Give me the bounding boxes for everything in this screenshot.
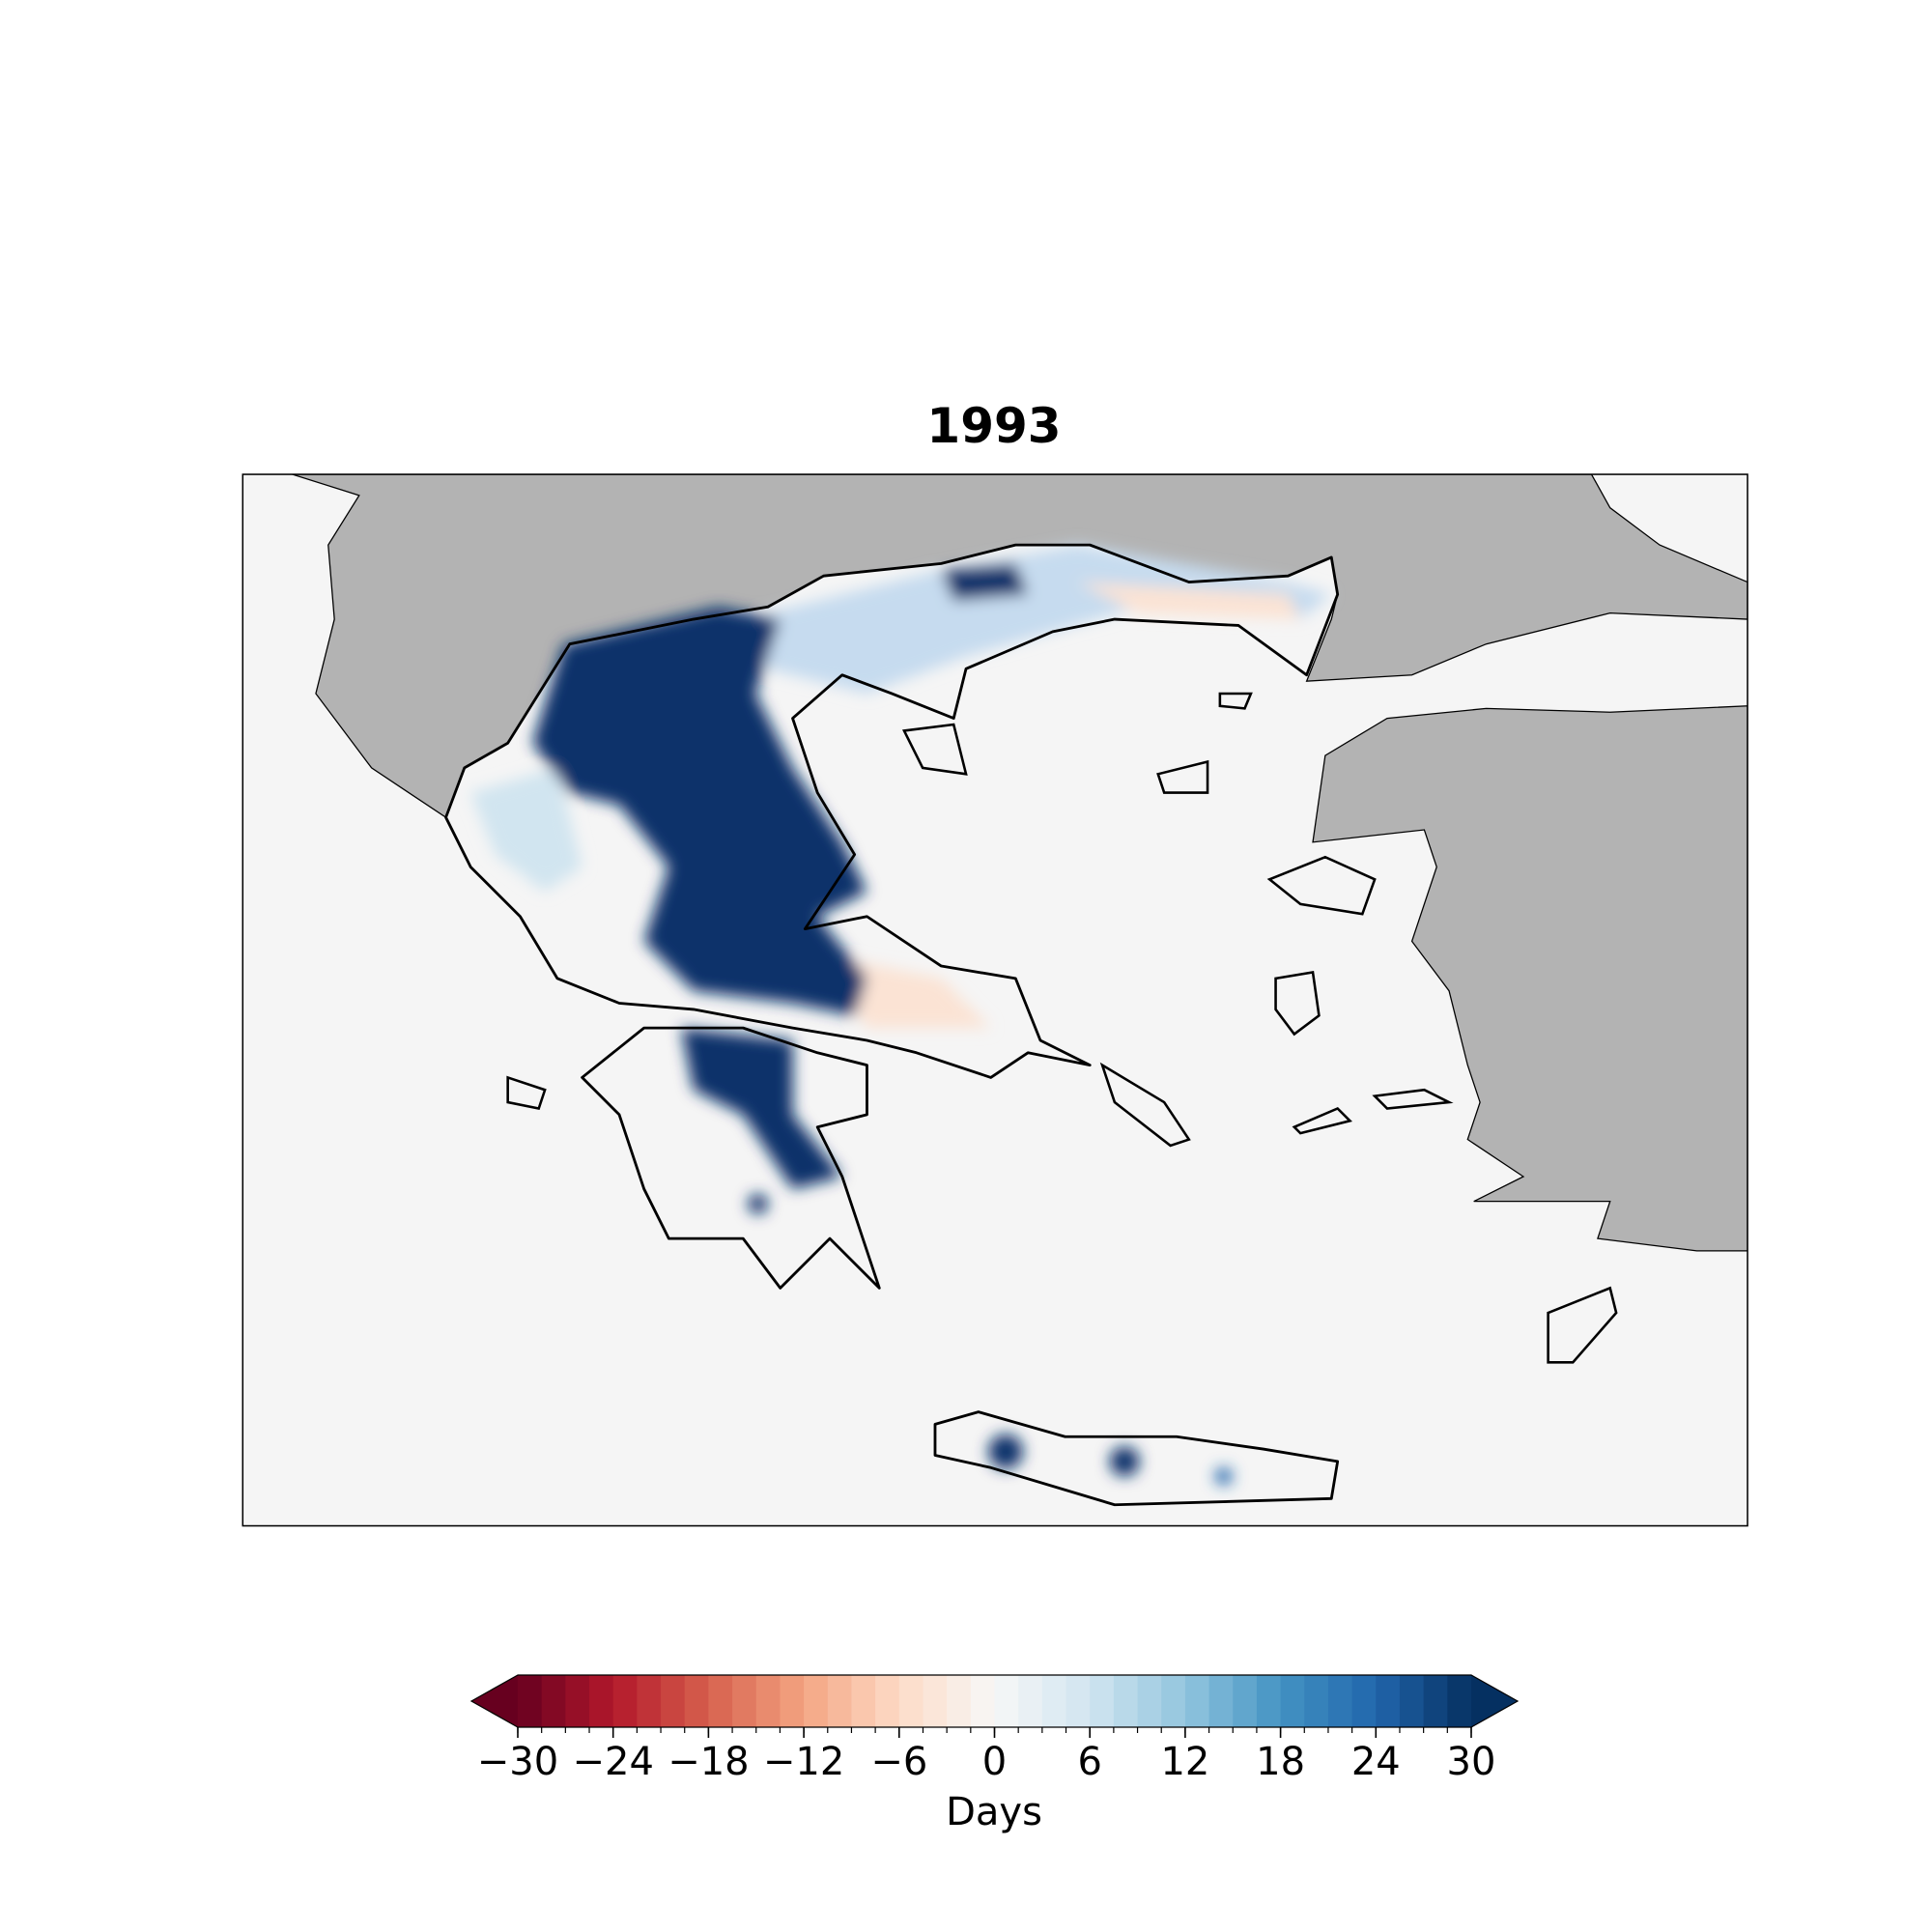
island [1218,692,1253,710]
colorbar-tick-label: −12 [763,1740,844,1784]
colorbar-band [755,1675,781,1727]
colorbar-band [1065,1675,1091,1727]
colorbar-band [637,1675,662,1727]
peloponnese [581,1026,881,1290]
colorbar-tick-label: 6 [1077,1740,1101,1784]
colorbar-band [970,1675,996,1727]
colorbar-band [1184,1675,1210,1727]
colorbar-band [1304,1675,1329,1727]
colorbar-band [612,1675,638,1727]
island [1292,1106,1352,1135]
colorbar-band [947,1675,972,1727]
colorbar-band [1090,1675,1115,1727]
colorbar-band [589,1675,614,1727]
field [470,545,1332,1486]
colorbar-tick-label: 0 [982,1740,1007,1784]
colorbar-band [1327,1675,1353,1727]
colorbar-band [565,1675,590,1727]
colorbar: −30 −24 −18 −12 −6 0 6 12 18 24 30 [469,1674,1520,1784]
colorbar-band [684,1675,709,1727]
colorbar-band [1041,1675,1067,1727]
colorbar-band [804,1675,829,1727]
colorbar-tick-label: −18 [668,1740,749,1784]
land-anatolia [1312,705,1748,1252]
colorbar-band [541,1675,566,1727]
colorbar-band [661,1675,686,1727]
colorbar-band [1208,1675,1234,1727]
colorbar-band [898,1675,924,1727]
colorbar-band [518,1675,543,1727]
colorbar-tick-label: −30 [477,1740,558,1784]
island [1274,970,1321,1037]
island [1156,759,1209,794]
colorbar-band [1018,1675,1043,1727]
colorbar-tick-label: 30 [1447,1740,1496,1784]
colorbar-band [1137,1675,1162,1727]
island [1266,855,1377,916]
map [242,473,1748,1527]
colorbar-label: Days [946,1790,1042,1834]
mainland [444,543,1340,1079]
island [1547,1286,1618,1364]
colorbar-band [994,1675,1019,1727]
colorbar-band [1161,1675,1186,1727]
island [1372,1088,1454,1110]
colorbar-band [1113,1675,1139,1727]
crete [933,1410,1340,1507]
colorbar-extend-min [471,1675,518,1727]
colorbar-band [732,1675,757,1727]
colorbar-band [1256,1675,1282,1727]
colorbar-band [851,1675,876,1727]
colorbar-band [1233,1675,1258,1727]
colorbar-tick-label: −24 [572,1740,653,1784]
colorbar-band [1376,1675,1401,1727]
colorbar-band [1280,1675,1305,1727]
map-title: 1993 [926,398,1061,454]
colorbar-band [1351,1675,1377,1727]
colorbar-extend-max [1471,1675,1518,1727]
colorbar-band [875,1675,900,1727]
axes-frame [242,473,1748,1527]
colorbar-band [708,1675,733,1727]
colorbar-band [780,1675,805,1727]
island [506,1075,547,1110]
colorbar-tick-label: −6 [870,1740,927,1784]
colorbar-tick-label: 12 [1160,1740,1209,1784]
colorbar-band [1399,1675,1425,1727]
colorbar-band [1447,1675,1472,1727]
colorbar-band [1423,1675,1448,1727]
colorbar-band [923,1675,948,1727]
island [1099,1062,1191,1148]
colorbar-tick-label: 24 [1351,1740,1401,1784]
colorbar-band [827,1675,853,1727]
island [901,723,968,776]
colorbar-tick-label: 18 [1256,1740,1305,1784]
